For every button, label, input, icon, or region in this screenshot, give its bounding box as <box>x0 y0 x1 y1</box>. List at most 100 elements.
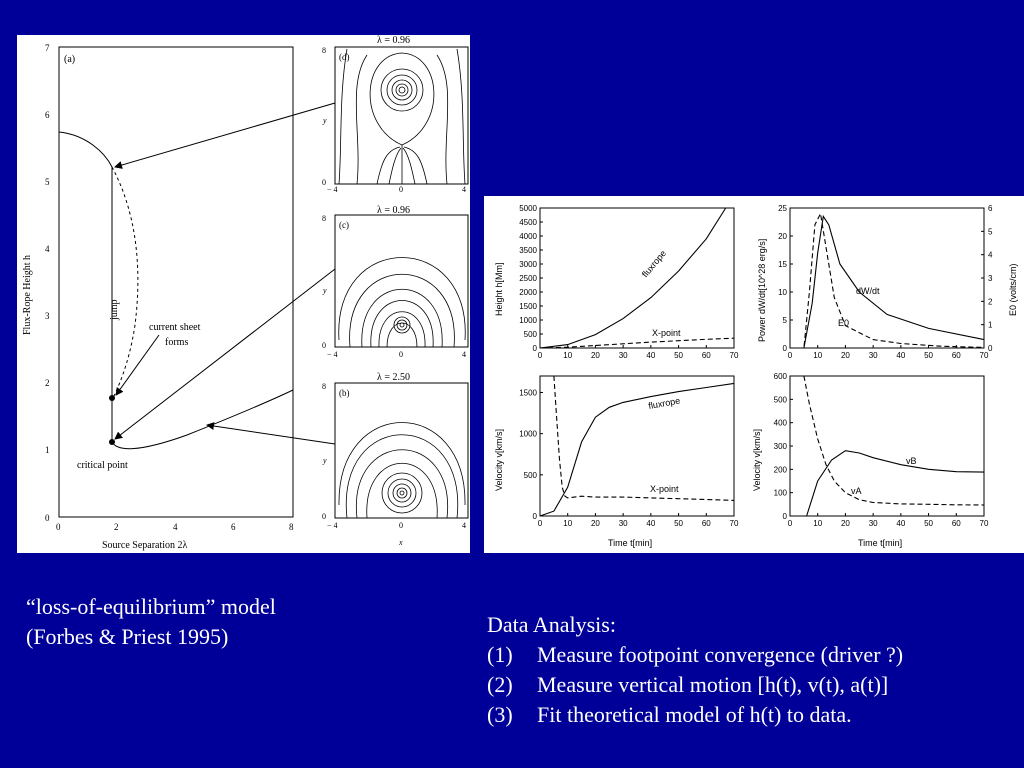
inset-y-tick: 0 <box>322 512 326 521</box>
inset-x-tick: 0 <box>399 185 403 194</box>
analysis-step: (2) Measure vertical motion [h(t), v(t),… <box>487 670 1017 700</box>
inset-y-tick: 8 <box>322 214 326 223</box>
analysis-step: (3) Fit theoretical model of h(t) to dat… <box>487 700 1017 730</box>
series-line-e0 <box>790 211 985 349</box>
upper-equilibrium-curve <box>58 131 113 168</box>
x-tick-label: 0 <box>788 519 793 528</box>
y-tick-label: 15 <box>778 260 787 269</box>
main-x-label: Source Separation 2λ <box>102 540 188 551</box>
inset-x-tick: 4 <box>462 350 466 359</box>
inset-title: λ = 0.96 <box>377 35 410 46</box>
x-tick-label: 10 <box>563 519 572 528</box>
x-tick-label: 70 <box>980 351 989 360</box>
x-tick-label: 0 <box>788 351 793 360</box>
power-plot-frame <box>789 207 985 349</box>
x-tick-label: 60 <box>952 519 961 528</box>
y-tick-label: 0 <box>783 512 788 521</box>
theory-figure: (a) 0 1 2 3 4 5 6 7 0 2 4 6 8 Source Sep… <box>17 35 470 553</box>
x-tick-label: 70 <box>980 519 989 528</box>
x-tick-label: 20 <box>841 519 850 528</box>
alfven-velocity-plot-frame <box>789 375 985 517</box>
y-tick-label: 5000 <box>519 204 537 213</box>
inset-d: λ = 0.96 (d) 8 0 y − 4 0 4 <box>322 35 469 194</box>
inset-x-tick: 0 <box>399 350 403 359</box>
main-x-ticks: 0 2 4 6 8 <box>56 522 294 532</box>
x-tick: 8 <box>289 522 294 532</box>
e0-label: E0 <box>838 318 849 328</box>
field-lines <box>338 257 466 348</box>
x-tick: 6 <box>231 522 236 532</box>
e0-y-label: E0 (volts/cm) <box>1008 263 1018 316</box>
inset-x-tick: − 4 <box>327 521 338 530</box>
x-tick-label: 20 <box>841 351 850 360</box>
step-number: (2) <box>487 672 513 697</box>
main-y-label: Flux-Rope Height h <box>22 255 33 335</box>
alfven-y-label: Velocity v[km/s] <box>752 429 762 491</box>
y-tick-label: 1000 <box>519 316 537 325</box>
y-right-tick-label: 2 <box>988 297 993 306</box>
y-tick-label: 20 <box>778 232 787 241</box>
y-tick-label: 5 <box>783 316 788 325</box>
series-line-vb <box>806 450 985 517</box>
x-tick-label: 0 <box>538 351 543 360</box>
x-tick-label: 20 <box>591 351 600 360</box>
inset-title: λ = 2.50 <box>377 372 410 383</box>
inset-y-label: y <box>322 286 327 295</box>
x-tick-label: 30 <box>619 519 628 528</box>
y-tick-label: 0 <box>533 512 538 521</box>
x-tick-label: 50 <box>924 351 933 360</box>
inset-frame <box>334 382 469 519</box>
series-line-fluxrope <box>539 207 727 349</box>
current-sheet-arrow <box>115 334 160 396</box>
y-tick-label: 500 <box>524 330 538 339</box>
x-tick-label: 60 <box>952 351 961 360</box>
current-sheet-label-2: forms <box>165 337 188 348</box>
arrow-c-to-plot <box>114 268 336 440</box>
data-figure-svg: Height h[Mm] Power dW/dt[10^28 erg/s] E0… <box>494 204 1018 548</box>
y-tick-label: 10 <box>778 288 787 297</box>
inset-y-tick: 0 <box>322 178 326 187</box>
series-line-va <box>803 375 985 506</box>
field-lines <box>338 422 466 519</box>
x-tick-label: 0 <box>538 519 543 528</box>
x-tick: 0 <box>56 522 61 532</box>
y-tick-label: 3000 <box>519 260 537 269</box>
series-line-x-point <box>539 337 735 349</box>
x-tick-label: 20 <box>591 519 600 528</box>
y-tick-label: 4000 <box>519 232 537 241</box>
inset-y-label: y <box>322 116 327 125</box>
y-tick-label: 200 <box>774 465 788 474</box>
x-tick-label: 60 <box>702 519 711 528</box>
y-tick-label: 1500 <box>519 302 537 311</box>
y-tick: 0 <box>45 513 50 523</box>
main-panel-label: (a) <box>64 54 75 65</box>
step-number: (3) <box>487 702 513 727</box>
y-right-tick-label: 0 <box>988 344 993 353</box>
inset-panel-label: (d) <box>339 52 350 62</box>
current-sheet-point <box>109 395 115 401</box>
inset-panel-label: (c) <box>339 220 349 230</box>
y-tick-label: 400 <box>774 419 788 428</box>
lower-equilibrium-curve <box>111 389 294 450</box>
velocity-x-label: Time t[min] <box>608 538 652 548</box>
height-y-label: Height h[Mm] <box>494 262 504 316</box>
step-number: (1) <box>487 642 513 667</box>
y-right-tick-label: 4 <box>988 251 993 260</box>
va-label: vA <box>851 486 862 496</box>
series-line-x-point <box>553 375 735 501</box>
arrow-b-to-plot <box>206 422 336 445</box>
y-right-tick-label: 5 <box>988 227 993 236</box>
velocity-y-label: Velocity v[km/s] <box>494 429 504 491</box>
y-tick: 5 <box>45 177 50 187</box>
x-tick-label: 10 <box>813 351 822 360</box>
analysis-title: Data Analysis: <box>487 612 616 637</box>
y-tick-label: 25 <box>778 204 787 213</box>
inset-x-tick: 0 <box>399 521 403 530</box>
model-caption: “loss-of-equilibrium” model (Forbes & Pr… <box>26 592 446 652</box>
step-text: Measure footpoint convergence (driver ?) <box>537 642 904 667</box>
y-tick-label: 500 <box>774 395 788 404</box>
alfven-x-label: Time t[min] <box>858 538 902 548</box>
inset-y-tick: 0 <box>322 341 326 350</box>
x-tick-label: 70 <box>730 519 739 528</box>
y-tick-label: 2500 <box>519 274 537 283</box>
